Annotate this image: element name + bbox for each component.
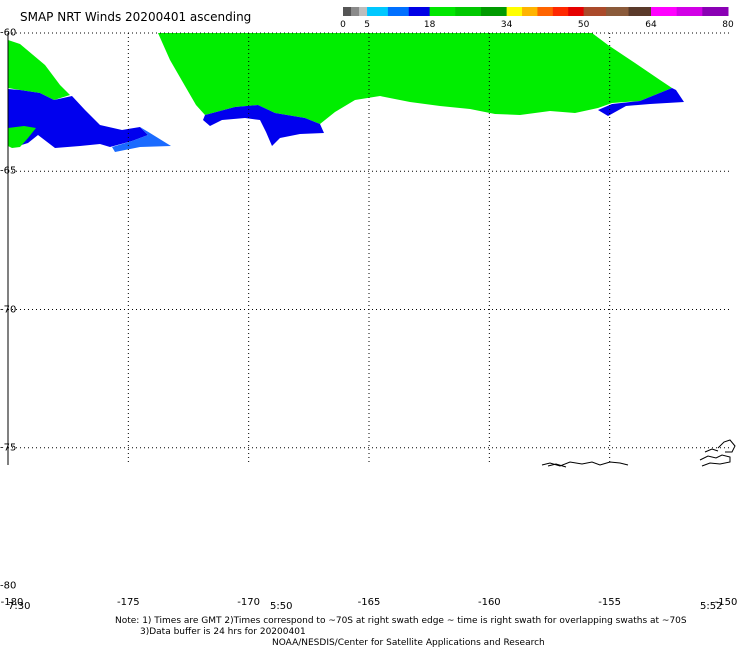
wind-swath-main: [158, 33, 672, 124]
colorbar-swatch: [702, 7, 729, 16]
colorbar-swatch: [480, 7, 508, 16]
note-line-2: 3)Data buffer is 24 hrs for 20200401: [140, 627, 306, 637]
colorbar-label: 0: [340, 20, 346, 30]
colorbar-label: 64: [645, 20, 657, 30]
colorbar-swatch: [408, 7, 431, 16]
colorbar-swatch: [367, 7, 389, 16]
colorbar-swatch: [583, 7, 607, 16]
time-label-left: 7:30: [8, 601, 31, 612]
longitude-label: -175: [116, 597, 140, 608]
colorbar-swatch: [522, 7, 538, 16]
time-label-center: 5:50: [270, 601, 293, 612]
colorbar-swatch: [506, 7, 523, 16]
map-title: SMAP NRT Winds 20200401 ascending: [20, 10, 252, 24]
colorbar-label: 50: [577, 20, 590, 30]
colorbar-swatch: [676, 7, 703, 16]
coastline: [541, 439, 736, 468]
latitude-label: -65: [0, 165, 17, 177]
colorbar-swatch: [628, 7, 652, 16]
time-label-right: 5:52: [700, 601, 723, 612]
wind-swath-left-blue: [8, 89, 148, 148]
wind-swath-left-patch: [8, 126, 36, 148]
latitude-label: -70: [0, 304, 17, 315]
colorbar: [343, 7, 729, 16]
graticule: [8, 32, 730, 465]
colorbar-swatch: [351, 7, 360, 16]
longitude-label: -150: [714, 597, 738, 608]
note-line-1: Note: 1) Times are GMT 2)Times correspon…: [115, 616, 687, 626]
longitude-label: -170: [237, 597, 261, 608]
colorbar-swatch: [552, 7, 569, 16]
colorbar-label: 34: [500, 20, 513, 30]
colorbar-swatch: [455, 7, 482, 16]
colorbar-swatch: [606, 7, 630, 16]
colorbar-label: 80: [722, 20, 734, 30]
colorbar-label: 5: [364, 20, 370, 30]
longitude-label: -180: [0, 597, 24, 608]
colorbar-swatch: [537, 7, 554, 16]
longitude-label: -155: [598, 597, 622, 608]
colorbar-swatch: [343, 7, 352, 16]
colorbar-swatch: [568, 7, 585, 16]
wind-swath-left: [8, 40, 70, 100]
latitude-label: -60: [0, 27, 17, 39]
longitude-label: -160: [477, 597, 501, 608]
note-line-3: NOAA/NESDIS/Center for Satellite Applica…: [272, 638, 545, 648]
colorbar-swatch: [387, 7, 410, 16]
colorbar-swatch: [429, 7, 456, 16]
wind-swath-main-edge-right: [598, 88, 684, 116]
wind-swath-left-fringe: [112, 127, 171, 152]
colorbar-swatch: [359, 7, 368, 16]
latitude-label: -80: [0, 580, 17, 592]
wind-swath-main-edge-left: [203, 105, 324, 146]
colorbar-label: 18: [423, 20, 436, 30]
colorbar-swatch: [651, 7, 678, 16]
longitude-label: -165: [357, 597, 381, 608]
latitude-label: -75: [0, 442, 17, 454]
